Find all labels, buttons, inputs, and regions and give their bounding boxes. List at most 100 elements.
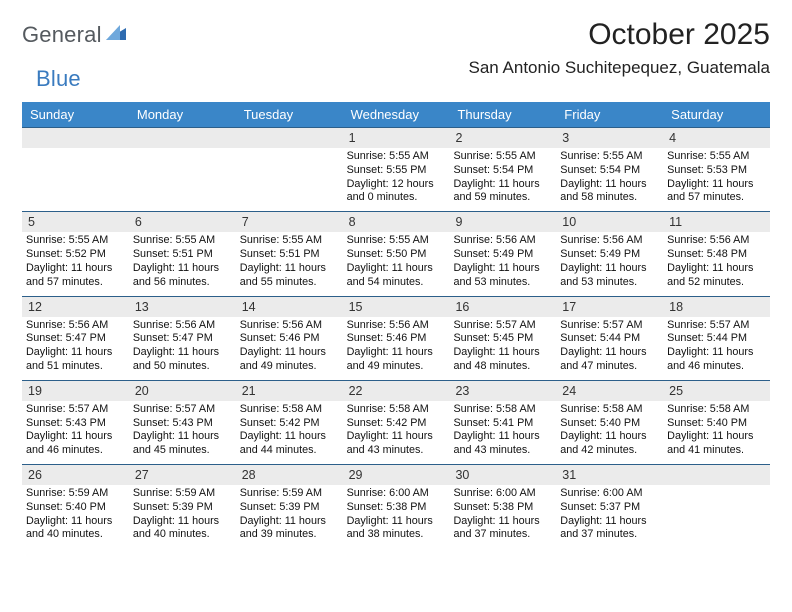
calendar-day: 12Sunrise: 5:56 AMSunset: 5:47 PMDayligh… (22, 297, 129, 380)
month-title: October 2025 (469, 18, 771, 52)
day-body: Sunrise: 5:59 AMSunset: 5:39 PMDaylight:… (129, 485, 236, 548)
day-line: Sunrise: 5:56 AM (240, 319, 339, 333)
day-line: Sunset: 5:47 PM (133, 332, 232, 346)
calendar-day: 20Sunrise: 5:57 AMSunset: 5:43 PMDayligh… (129, 381, 236, 464)
day-body (22, 148, 129, 206)
day-body (236, 148, 343, 206)
day-line: Sunset: 5:54 PM (453, 164, 552, 178)
day-number: 30 (449, 465, 556, 485)
calendar-day: 7Sunrise: 5:55 AMSunset: 5:51 PMDaylight… (236, 212, 343, 295)
day-line: Sunrise: 5:57 AM (453, 319, 552, 333)
calendar-day: 26Sunrise: 5:59 AMSunset: 5:40 PMDayligh… (22, 465, 129, 548)
day-line: Daylight: 11 hours and 42 minutes. (560, 430, 659, 458)
day-line: Sunrise: 5:55 AM (133, 234, 232, 248)
day-number: 9 (449, 212, 556, 232)
calendar-day: 1Sunrise: 5:55 AMSunset: 5:55 PMDaylight… (343, 128, 450, 211)
day-line: Daylight: 12 hours and 0 minutes. (347, 178, 446, 206)
day-number: 26 (22, 465, 129, 485)
calendar-day: 27Sunrise: 5:59 AMSunset: 5:39 PMDayligh… (129, 465, 236, 548)
day-line: Sunset: 5:42 PM (240, 417, 339, 431)
calendar-header-row: Sunday Monday Tuesday Wednesday Thursday… (22, 102, 770, 127)
day-line: Daylight: 11 hours and 53 minutes. (560, 262, 659, 290)
day-body: Sunrise: 5:55 AMSunset: 5:51 PMDaylight:… (129, 232, 236, 295)
day-body: Sunrise: 5:55 AMSunset: 5:54 PMDaylight:… (556, 148, 663, 211)
day-header-fri: Friday (556, 102, 663, 127)
day-body: Sunrise: 5:56 AMSunset: 5:48 PMDaylight:… (663, 232, 770, 295)
day-body: Sunrise: 5:58 AMSunset: 5:40 PMDaylight:… (556, 401, 663, 464)
calendar-day: 18Sunrise: 5:57 AMSunset: 5:44 PMDayligh… (663, 297, 770, 380)
day-body: Sunrise: 6:00 AMSunset: 5:38 PMDaylight:… (343, 485, 450, 548)
day-number: 19 (22, 381, 129, 401)
day-body: Sunrise: 6:00 AMSunset: 5:37 PMDaylight:… (556, 485, 663, 548)
day-body: Sunrise: 5:55 AMSunset: 5:52 PMDaylight:… (22, 232, 129, 295)
day-line: Daylight: 11 hours and 54 minutes. (347, 262, 446, 290)
day-line: Sunset: 5:37 PM (560, 501, 659, 515)
calendar-day: 4Sunrise: 5:55 AMSunset: 5:53 PMDaylight… (663, 128, 770, 211)
day-line: Sunrise: 5:56 AM (667, 234, 766, 248)
day-number: 18 (663, 297, 770, 317)
day-number: 20 (129, 381, 236, 401)
day-line: Sunrise: 5:59 AM (133, 487, 232, 501)
day-line: Sunrise: 6:00 AM (453, 487, 552, 501)
day-body: Sunrise: 5:58 AMSunset: 5:40 PMDaylight:… (663, 401, 770, 464)
day-body: Sunrise: 5:56 AMSunset: 5:47 PMDaylight:… (22, 317, 129, 380)
day-line: Sunset: 5:45 PM (453, 332, 552, 346)
day-line: Sunset: 5:49 PM (453, 248, 552, 262)
day-line: Sunrise: 5:58 AM (347, 403, 446, 417)
day-line: Daylight: 11 hours and 44 minutes. (240, 430, 339, 458)
calendar-week: 19Sunrise: 5:57 AMSunset: 5:43 PMDayligh… (22, 380, 770, 464)
calendar-day: 24Sunrise: 5:58 AMSunset: 5:40 PMDayligh… (556, 381, 663, 464)
day-line: Sunrise: 6:00 AM (560, 487, 659, 501)
day-line: Daylight: 11 hours and 38 minutes. (347, 515, 446, 543)
day-line: Daylight: 11 hours and 37 minutes. (453, 515, 552, 543)
day-line: Sunset: 5:40 PM (560, 417, 659, 431)
day-line: Sunset: 5:46 PM (347, 332, 446, 346)
day-line: Daylight: 11 hours and 43 minutes. (347, 430, 446, 458)
day-body: Sunrise: 5:58 AMSunset: 5:42 PMDaylight:… (343, 401, 450, 464)
calendar-day: 22Sunrise: 5:58 AMSunset: 5:42 PMDayligh… (343, 381, 450, 464)
calendar-day: 25Sunrise: 5:58 AMSunset: 5:40 PMDayligh… (663, 381, 770, 464)
day-number (663, 465, 770, 485)
day-number: 25 (663, 381, 770, 401)
day-line: Sunset: 5:54 PM (560, 164, 659, 178)
day-body: Sunrise: 5:57 AMSunset: 5:43 PMDaylight:… (129, 401, 236, 464)
day-number: 8 (343, 212, 450, 232)
calendar-body: 1Sunrise: 5:55 AMSunset: 5:55 PMDaylight… (22, 127, 770, 548)
day-line: Sunrise: 5:58 AM (667, 403, 766, 417)
day-number: 24 (556, 381, 663, 401)
calendar-day (663, 465, 770, 548)
calendar-day (236, 128, 343, 211)
day-line: Daylight: 11 hours and 43 minutes. (453, 430, 552, 458)
day-line: Sunset: 5:42 PM (347, 417, 446, 431)
day-body: Sunrise: 5:57 AMSunset: 5:43 PMDaylight:… (22, 401, 129, 464)
day-number: 14 (236, 297, 343, 317)
day-body: Sunrise: 5:55 AMSunset: 5:51 PMDaylight:… (236, 232, 343, 295)
day-line: Sunrise: 5:57 AM (26, 403, 125, 417)
day-line: Sunrise: 5:56 AM (453, 234, 552, 248)
day-header-sun: Sunday (22, 102, 129, 127)
calendar-day: 9Sunrise: 5:56 AMSunset: 5:49 PMDaylight… (449, 212, 556, 295)
day-number: 21 (236, 381, 343, 401)
calendar-day: 2Sunrise: 5:55 AMSunset: 5:54 PMDaylight… (449, 128, 556, 211)
day-line: Sunset: 5:50 PM (347, 248, 446, 262)
day-line: Sunset: 5:51 PM (240, 248, 339, 262)
day-number: 23 (449, 381, 556, 401)
day-line: Sunrise: 5:58 AM (453, 403, 552, 417)
day-line: Daylight: 11 hours and 58 minutes. (560, 178, 659, 206)
calendar-day: 13Sunrise: 5:56 AMSunset: 5:47 PMDayligh… (129, 297, 236, 380)
day-body: Sunrise: 5:55 AMSunset: 5:53 PMDaylight:… (663, 148, 770, 211)
day-line: Sunset: 5:47 PM (26, 332, 125, 346)
calendar-day: 29Sunrise: 6:00 AMSunset: 5:38 PMDayligh… (343, 465, 450, 548)
day-body: Sunrise: 5:59 AMSunset: 5:40 PMDaylight:… (22, 485, 129, 548)
day-line: Sunrise: 5:55 AM (667, 150, 766, 164)
day-line: Daylight: 11 hours and 49 minutes. (347, 346, 446, 374)
day-header-tue: Tuesday (236, 102, 343, 127)
day-header-wed: Wednesday (343, 102, 450, 127)
day-line: Daylight: 11 hours and 40 minutes. (133, 515, 232, 543)
day-number: 28 (236, 465, 343, 485)
day-line: Sunrise: 5:57 AM (560, 319, 659, 333)
day-line: Sunrise: 5:59 AM (26, 487, 125, 501)
day-line: Daylight: 11 hours and 45 minutes. (133, 430, 232, 458)
day-number: 15 (343, 297, 450, 317)
day-body: Sunrise: 5:56 AMSunset: 5:49 PMDaylight:… (556, 232, 663, 295)
